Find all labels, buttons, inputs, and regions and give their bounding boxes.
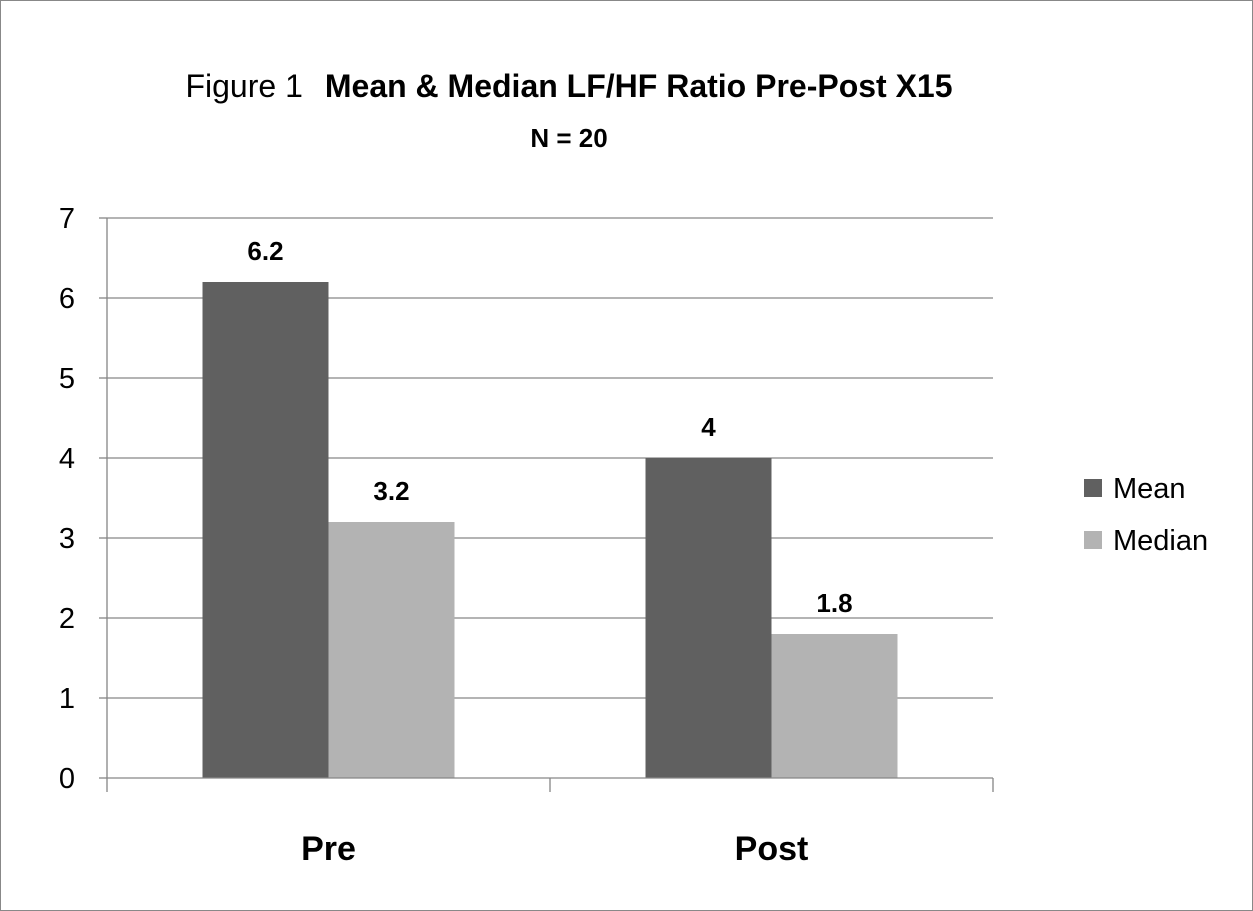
bars — [202, 282, 898, 778]
x-tick-label: Post — [735, 830, 809, 868]
chart-title-main: Mean & Median LF/HF Ratio Pre-Post X15 — [325, 68, 953, 104]
bar-mean-pre — [202, 282, 329, 778]
data-labels: 6.2 3.2 4 1.8 — [247, 236, 852, 618]
legend-label: Median — [1113, 525, 1208, 557]
y-tick-label: 1 — [59, 683, 75, 715]
legend-swatch-median — [1084, 531, 1102, 549]
axes: 0 1 2 3 4 5 6 7 Pre Post — [59, 203, 994, 868]
data-label: 4 — [701, 412, 716, 442]
y-tick-label: 0 — [59, 763, 75, 795]
y-tick-label: 4 — [59, 443, 75, 475]
data-label: 6.2 — [247, 236, 283, 266]
chart-title: Figure 1 Mean & Median LF/HF Ratio Pre-Po… — [185, 68, 952, 104]
bar-median-pre — [328, 522, 455, 778]
y-tick-label: 5 — [59, 363, 75, 395]
chart-subtitle: N = 20 — [530, 123, 607, 153]
data-label: 3.2 — [373, 476, 409, 506]
y-tick-label: 7 — [59, 203, 75, 235]
x-tick-label: Pre — [301, 830, 356, 868]
legend-label: Mean — [1113, 473, 1186, 505]
y-tick-label: 6 — [59, 283, 75, 315]
bar-median-post — [771, 634, 898, 778]
data-label: 1.8 — [816, 588, 852, 618]
y-tick-label: 2 — [59, 603, 75, 635]
bar-mean-post — [645, 458, 772, 778]
legend: Mean Median — [1084, 473, 1208, 557]
legend-swatch-mean — [1084, 479, 1102, 497]
chart-title-prefix: Figure 1 — [185, 68, 302, 104]
y-tick-label: 3 — [59, 523, 75, 555]
